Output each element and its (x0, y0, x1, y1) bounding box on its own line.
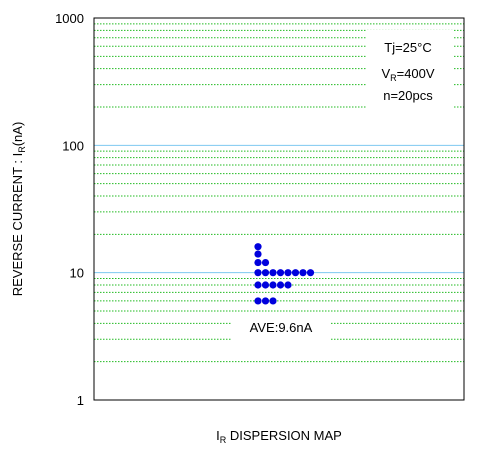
average-annotation: AVE:9.6nA (250, 320, 313, 335)
data-point (254, 243, 262, 251)
data-point (254, 297, 262, 305)
data-point (291, 269, 300, 277)
conditions-box-bg (366, 30, 454, 108)
y-tick-label: 1000 (55, 11, 84, 26)
data-point (306, 269, 315, 277)
data-point (276, 269, 285, 277)
data-point (261, 297, 270, 305)
annotation-bg (232, 314, 330, 340)
data-point (254, 258, 262, 267)
data-point (299, 269, 307, 277)
data-point (261, 269, 270, 277)
y-tick-label: 100 (62, 138, 84, 153)
data-point (269, 269, 277, 277)
condition-tj: Tj=25°C (384, 40, 431, 55)
condition-vr: VR=400V (381, 66, 434, 83)
y-axis-label: REVERSE CURRENT : IR(nA) (10, 122, 27, 297)
condition-n: n=20pcs (383, 88, 433, 103)
data-point (261, 281, 270, 289)
y-tick-label: 1 (77, 393, 84, 408)
data-points (254, 243, 315, 305)
data-point (269, 297, 277, 305)
data-point (254, 281, 262, 289)
data-point (276, 281, 285, 289)
data-point (254, 250, 262, 258)
x-axis-label: IR DISPERSION MAP (216, 428, 342, 445)
data-point (284, 281, 292, 289)
data-point (284, 269, 292, 277)
data-point (269, 281, 277, 289)
data-point (261, 258, 270, 267)
y-tick-label: 10 (70, 266, 84, 281)
data-point (254, 269, 262, 277)
plot-frame (93, 17, 465, 401)
y-tick-labels: 1 10 100 1000 (55, 11, 84, 408)
